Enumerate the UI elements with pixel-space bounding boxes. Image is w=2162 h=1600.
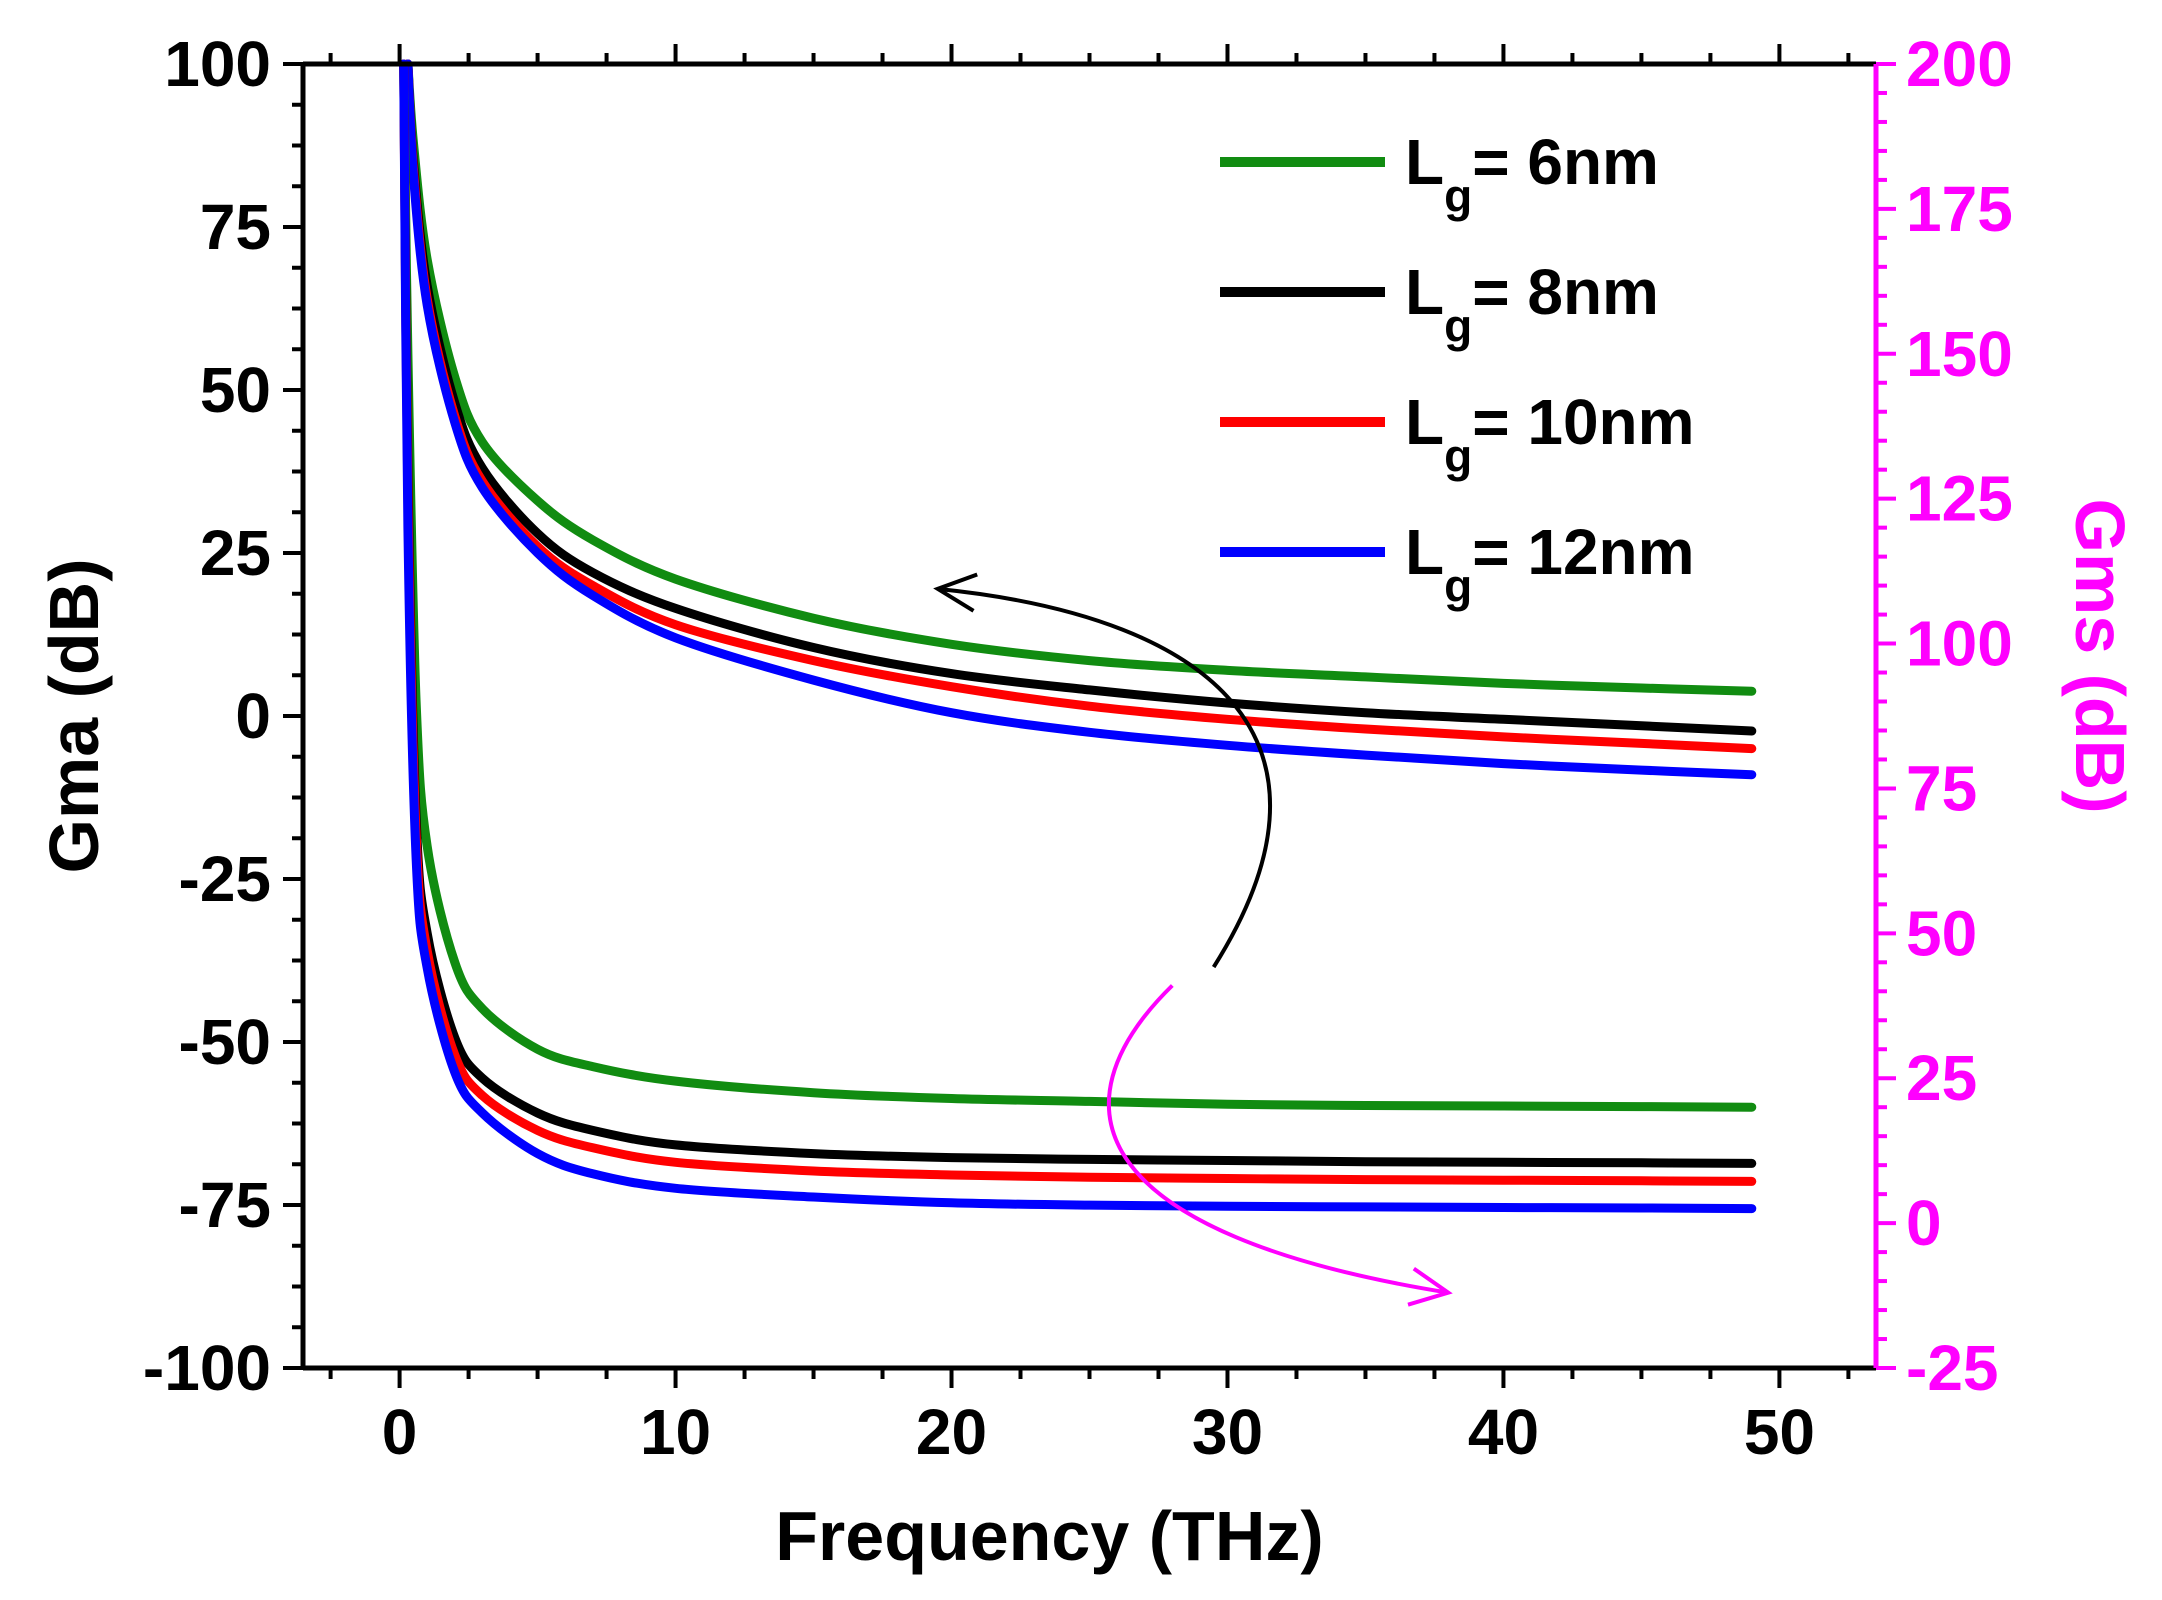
y-right-tick-label: 75 — [1906, 752, 1977, 824]
right-y-axis-title: Gms (dB) — [2061, 499, 2139, 814]
y-right-tick-label: 0 — [1906, 1187, 1942, 1259]
y-left-tick-label: 50 — [200, 354, 271, 426]
curve-gms-3 — [399, 59, 1757, 1214]
left-y-axis-title: Gma (dB) — [35, 559, 113, 874]
legend-label: Lg= 6nm — [1405, 126, 1659, 222]
trend-arrows — [933, 572, 1453, 1307]
legend-label-subscript: g — [1444, 430, 1472, 482]
trend-arrow-gms — [1107, 984, 1449, 1295]
y-right-tick-label: 175 — [1906, 173, 2013, 245]
legend-label-suffix: = 8nm — [1472, 256, 1659, 328]
y-right-tick-label: 200 — [1906, 28, 2013, 100]
legend-label-prefix: L — [1405, 256, 1444, 328]
legend-label: Lg= 8nm — [1405, 256, 1659, 352]
legend-label-prefix: L — [1405, 126, 1444, 198]
y-left-tick-label: 100 — [164, 28, 271, 100]
y-right-tick-label: 25 — [1906, 1042, 1977, 1114]
y-right-tick-label: 125 — [1906, 463, 2013, 535]
legend-label-subscript: g — [1444, 560, 1472, 612]
legend-label: Lg= 10nm — [1405, 386, 1695, 482]
x-tick-label: 0 — [382, 1396, 418, 1468]
y-left-tick-label: 25 — [200, 517, 271, 589]
x-tick-label: 50 — [1744, 1396, 1815, 1468]
trend-arrowhead-gma — [933, 572, 978, 613]
curve-gms-2 — [399, 59, 1757, 1186]
legend-item-1: Lg= 8nm — [1220, 256, 1659, 352]
x-axis-title: Frequency (THz) — [775, 1497, 1323, 1575]
legend-label-prefix: L — [1405, 386, 1444, 458]
y-left-tick-label: -75 — [179, 1169, 272, 1241]
y-right-tick-label: 100 — [1906, 608, 2013, 680]
legend-item-3: Lg= 12nm — [1220, 516, 1695, 612]
curve-gma-0 — [403, 59, 1757, 696]
legend-item-0: Lg= 6nm — [1220, 126, 1659, 222]
data-curves — [399, 59, 1757, 1214]
legend-label-suffix: = 6nm — [1472, 126, 1659, 198]
legend-label-prefix: L — [1405, 516, 1444, 588]
y-right-tick-label: -25 — [1906, 1332, 1999, 1404]
y-left-tick-label: 75 — [200, 191, 271, 263]
x-tick-label: 40 — [1468, 1396, 1539, 1468]
x-tick-label: 20 — [916, 1396, 987, 1468]
y-right-tick-label: 50 — [1906, 897, 1977, 969]
y-left-tick-label: -50 — [179, 1006, 272, 1078]
y-left-tick-label: -100 — [143, 1332, 271, 1404]
y-left-tick-label: 0 — [235, 680, 271, 752]
axes: 0 10 20 30 40 50 100 75 50 25 0 -25 -50 -75 -100 200 175… — [143, 28, 2013, 1468]
legend-item-2: Lg= 10nm — [1220, 386, 1695, 482]
legend-label-suffix: = 12nm — [1472, 516, 1694, 588]
trend-arrowhead-gms — [1407, 1266, 1453, 1307]
legend-label: Lg= 12nm — [1405, 516, 1695, 612]
trend-arrow-gma — [937, 586, 1273, 969]
x-tick-label: 10 — [640, 1396, 711, 1468]
legend-label-subscript: g — [1444, 170, 1472, 222]
y-left-tick-label: -25 — [179, 843, 272, 915]
y-right-tick-label: 150 — [1906, 318, 2013, 390]
legend-label-subscript: g — [1444, 300, 1472, 352]
curve-gma-3 — [403, 59, 1757, 780]
x-tick-label: 30 — [1192, 1396, 1263, 1468]
legend-label-suffix: = 10nm — [1472, 386, 1694, 458]
